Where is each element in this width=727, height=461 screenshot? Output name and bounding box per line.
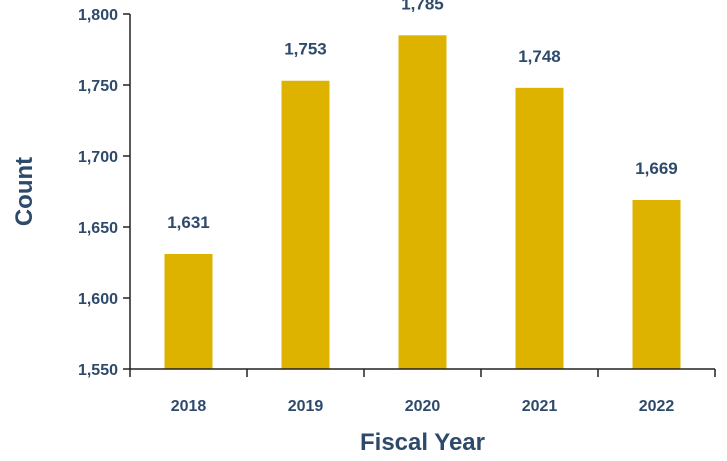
bar-2018 [164, 253, 213, 369]
y-tick-label: 1,800 [78, 7, 118, 24]
y-ticks-layer: 1,550 1,600 1,650 1,700 1,750 1,800 [78, 7, 130, 379]
x-tick-label-2019: 2019 [288, 398, 324, 415]
y-tick-label: 1,650 [78, 220, 118, 237]
x-axis-title: Fiscal Year [360, 429, 485, 456]
y-tick-label: 1,600 [78, 291, 118, 308]
bar-2020 [398, 35, 447, 370]
x-ticks-layer: 2018 2019 2020 2021 2022 [129, 369, 716, 415]
bar-2019 [281, 80, 330, 370]
x-tick-label-2020: 2020 [405, 398, 441, 415]
value-label-2019: 1,753 [284, 40, 327, 59]
x-tick-label-2021: 2021 [522, 398, 558, 415]
value-label-2018: 1,631 [167, 213, 210, 232]
value-label-2020: 1,785 [401, 0, 444, 13]
y-axis-title: Count [11, 157, 38, 226]
value-labels-layer: 1,631 1,753 1,785 1,748 1,669 [167, 0, 678, 232]
y-tick-label: 1,700 [78, 149, 118, 166]
value-label-2021: 1,748 [518, 47, 561, 66]
y-tick-label: 1,550 [78, 362, 118, 379]
bars-layer [164, 35, 681, 370]
x-tick-label-2018: 2018 [171, 398, 207, 415]
y-tick-label: 1,750 [78, 78, 118, 95]
x-tick-label-2022: 2022 [639, 398, 675, 415]
value-label-2022: 1,669 [635, 159, 678, 178]
axes-layer [129, 14, 715, 370]
bar-2022 [632, 200, 681, 369]
bar-2021 [515, 87, 564, 369]
